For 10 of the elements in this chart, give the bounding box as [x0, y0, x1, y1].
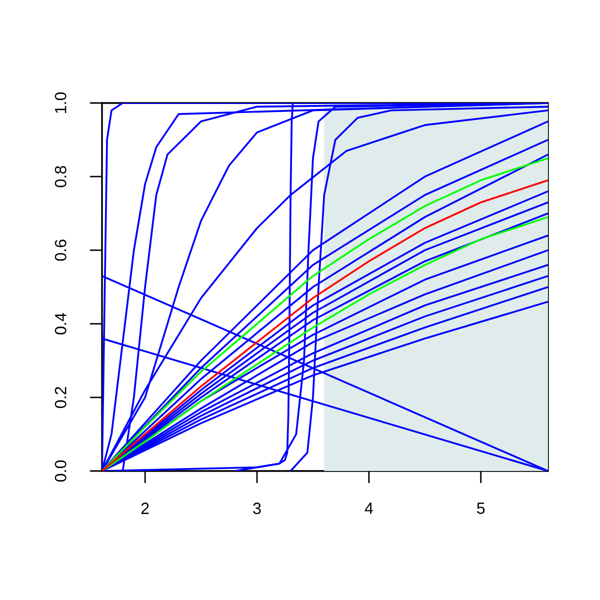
x-tick-label: 4 [364, 502, 373, 514]
y-tick-label: 0.2 [54, 386, 66, 408]
y-tick-label: 0.6 [54, 240, 66, 261]
x-tick-label: 2 [141, 502, 149, 514]
x-tick-label: 3 [253, 502, 261, 514]
y-tick-label: 1.0 [54, 92, 66, 113]
y-tick-label: 0.4 [54, 313, 66, 334]
y-tick-label: 0.8 [54, 166, 66, 188]
x-tick-label: 5 [476, 502, 485, 514]
y-tick-label: 0.0 [54, 460, 66, 482]
